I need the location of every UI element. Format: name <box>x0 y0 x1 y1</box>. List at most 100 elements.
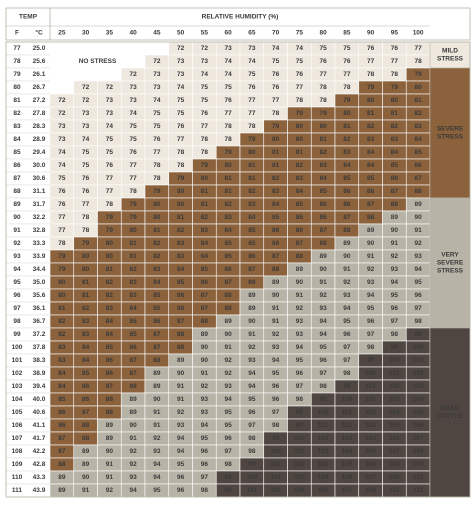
humidity-label: 100 <box>413 30 424 37</box>
thi-value: 90 <box>367 240 375 247</box>
thi-value: 86 <box>343 188 351 195</box>
celsius: 30.0 <box>33 162 46 169</box>
thi-value: 105 <box>365 448 376 455</box>
thi-value: 75 <box>82 149 90 156</box>
thi-value: 84 <box>248 214 256 221</box>
thi-value: 84 <box>106 318 114 325</box>
f-header: F <box>15 30 19 37</box>
thi-value: 94 <box>320 331 328 338</box>
thi-value: 83 <box>130 279 138 286</box>
thi-value: 86 <box>225 266 233 273</box>
thi-value: 73 <box>58 136 66 143</box>
thi-value: 75 <box>153 110 161 117</box>
thi-value: 86 <box>106 370 114 377</box>
thi-value: 100 <box>341 396 352 403</box>
thi-value: 89 <box>58 474 66 481</box>
thi-value: 78 <box>153 175 161 182</box>
thi-value: 78 <box>153 162 161 169</box>
thi-value: 90 <box>320 266 328 273</box>
fahrenheit: 83 <box>13 123 21 130</box>
thi-value: 95 <box>153 487 161 494</box>
thi-value: 96 <box>177 487 185 494</box>
fahrenheit: 86 <box>13 162 21 169</box>
thi-value: 93 <box>272 344 280 351</box>
thi-value: 102 <box>318 435 329 442</box>
thi-value: 91 <box>153 409 161 416</box>
thi-value: 86 <box>296 214 304 221</box>
thi-value: 88 <box>367 214 375 221</box>
fahrenheit: 103 <box>12 383 23 390</box>
thi-value: 81 <box>272 162 280 169</box>
thi-value: 78 <box>106 201 114 208</box>
thi-value: 81 <box>248 175 256 182</box>
thi-value: 96 <box>225 435 233 442</box>
thi-value: 82 <box>391 123 399 130</box>
fahrenheit: 104 <box>12 396 23 403</box>
thi-value: 79 <box>248 136 256 143</box>
thi-value: 92 <box>248 344 256 351</box>
thi-value: 83 <box>415 123 423 130</box>
thi-value: 87 <box>248 266 256 273</box>
thi-value: 86 <box>177 292 185 299</box>
thi-value: 93 <box>415 253 423 260</box>
thi-value: 93 <box>201 396 209 403</box>
fahrenheit: 92 <box>13 240 21 247</box>
thi-value: 89 <box>248 305 256 312</box>
thi-value: 83 <box>367 136 375 143</box>
thi-value: 79 <box>58 253 66 260</box>
thi-value: 89 <box>320 253 328 260</box>
thi-value: 75 <box>153 123 161 130</box>
celsius: 38.9 <box>33 370 46 377</box>
thi-value: 72 <box>177 45 185 52</box>
thi-value: 75 <box>201 97 209 104</box>
thi-value: 86 <box>58 422 66 429</box>
thi-value: 103 <box>413 383 424 390</box>
thi-value: 85 <box>82 370 90 377</box>
thi-value: 98 <box>225 461 233 468</box>
fahrenheit: 78 <box>13 58 21 65</box>
thi-value: 99 <box>415 331 423 338</box>
thi-value: 94 <box>153 461 161 468</box>
thi-value: 82 <box>201 214 209 221</box>
thi-value: 94 <box>201 422 209 429</box>
thi-value: 86 <box>82 383 90 390</box>
thi-value: 83 <box>343 149 351 156</box>
thi-value: 88 <box>272 266 280 273</box>
thi-value: 86 <box>153 318 161 325</box>
thi-value: 72 <box>58 110 66 117</box>
thi-value: 95 <box>367 305 375 312</box>
celsius: 33.9 <box>33 253 46 260</box>
thi-value: 86 <box>272 240 280 247</box>
thi-value: 75 <box>248 71 256 78</box>
thi-value: 95 <box>201 435 209 442</box>
thi-value: 88 <box>82 435 90 442</box>
thi-value: 84 <box>106 331 114 338</box>
thi-value: 105 <box>341 461 352 468</box>
thi-value: 93 <box>296 331 304 338</box>
thi-value: 75 <box>106 149 114 156</box>
thi-value: 72 <box>106 84 114 91</box>
thi-value: 77 <box>106 188 114 195</box>
thi-value: 108 <box>365 487 376 494</box>
thi-value: 91 <box>201 370 209 377</box>
thi-value: 81 <box>82 292 90 299</box>
thi-value: 79 <box>367 84 375 91</box>
thi-value: 82 <box>153 240 161 247</box>
thi-value: 73 <box>82 110 90 117</box>
thi-value: 86 <box>130 344 138 351</box>
thi-value: 83 <box>201 227 209 234</box>
thi-value: 80 <box>58 292 66 299</box>
thi-value: 85 <box>177 279 185 286</box>
thi-value: 81 <box>225 175 233 182</box>
thi-value: 90 <box>296 279 304 286</box>
thi-value: 77 <box>58 214 66 221</box>
thi-value: 82 <box>106 279 114 286</box>
thi-value: 78 <box>367 71 375 78</box>
thi-value: 90 <box>343 253 351 260</box>
thi-value: 75 <box>272 58 280 65</box>
thi-value: 93 <box>343 292 351 299</box>
fahrenheit: 111 <box>12 487 23 494</box>
thi-value: 80 <box>296 123 304 130</box>
thi-value: 94 <box>272 357 280 364</box>
thi-value: 81 <box>415 97 423 104</box>
